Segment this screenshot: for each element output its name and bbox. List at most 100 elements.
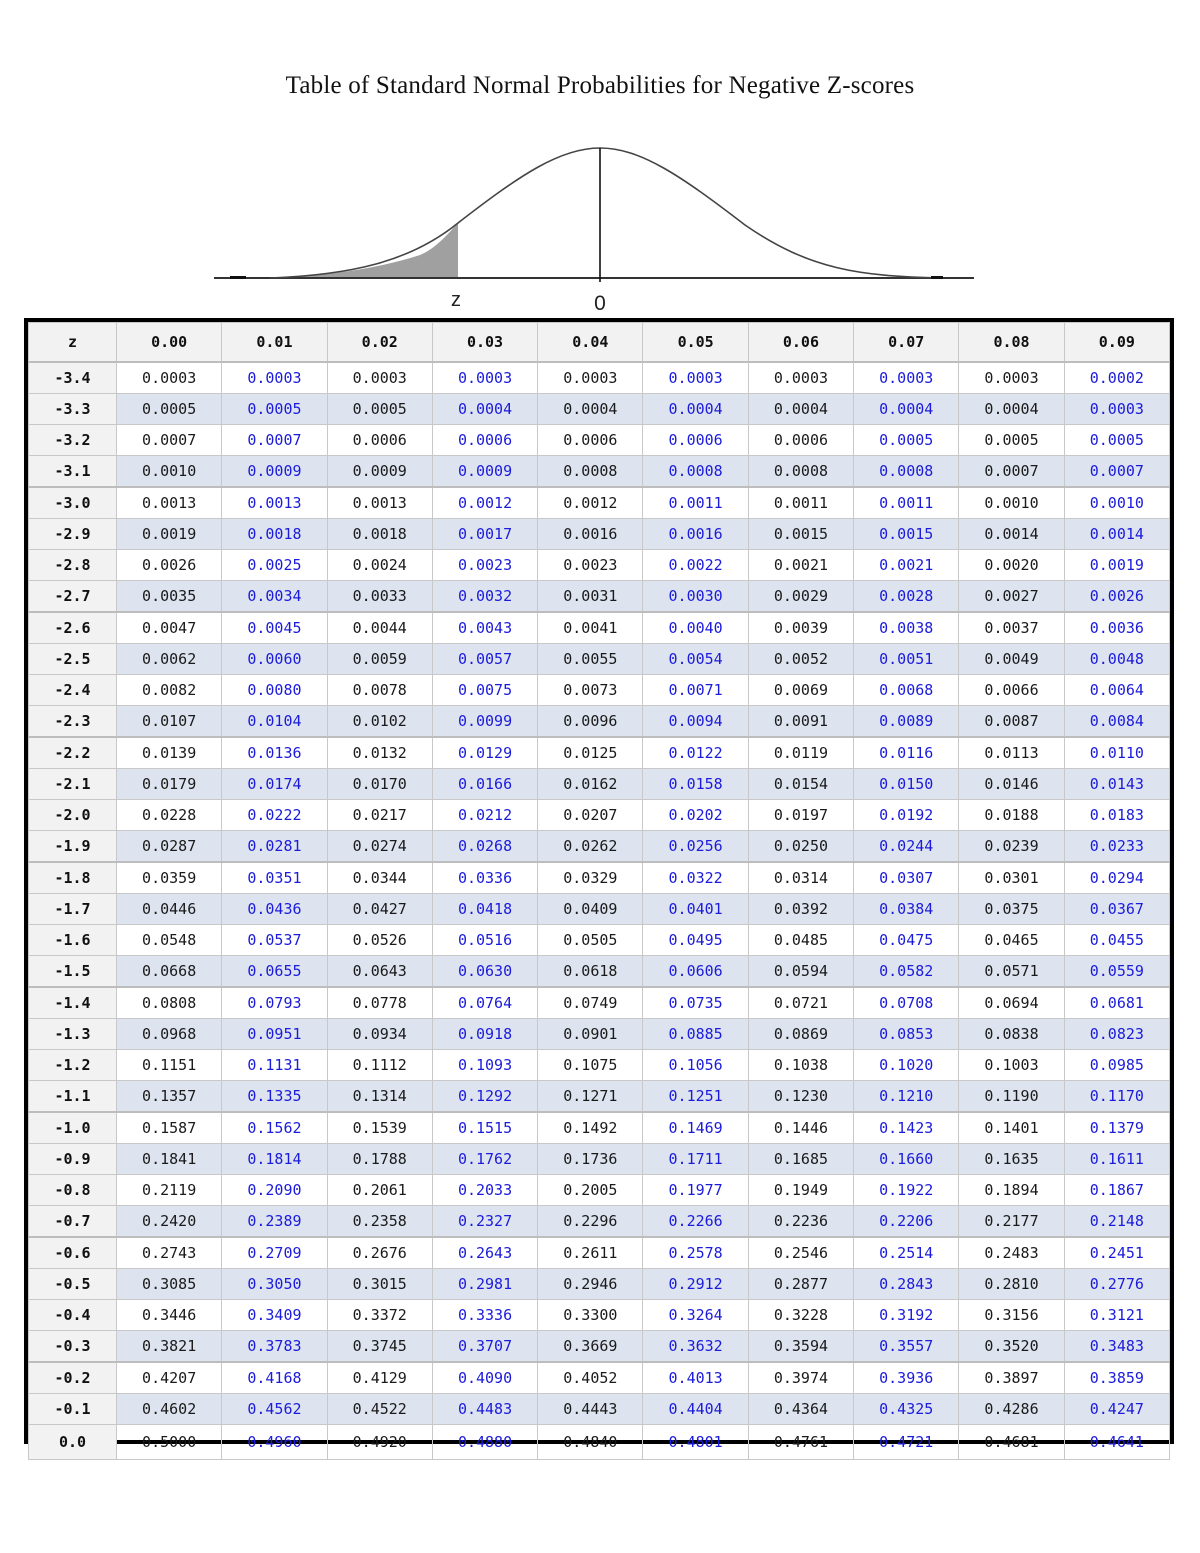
probability-cell: 0.2119 — [115, 1174, 223, 1206]
probability-cell: 0.3897 — [958, 1361, 1065, 1394]
table-header-row: z 0.00 0.01 0.02 0.03 0.04 0.05 0.06 0.0… — [28, 322, 1171, 363]
probability-cell: 0.0027 — [958, 580, 1065, 613]
probability-cell: 0.0853 — [853, 1018, 960, 1050]
column-header: 0.05 — [642, 322, 749, 363]
table-row: -1.2 0.1151 0.1131 0.1112 0.1093 0.1075 0.1056… — [28, 1049, 1171, 1081]
probability-cell: 0.2420 — [115, 1205, 223, 1238]
probability-cell: 0.0078 — [326, 674, 433, 706]
probability-cell: 0.1357 — [115, 1080, 223, 1113]
probability-cell: 0.1894 — [958, 1174, 1065, 1206]
probability-cell: 0.0668 — [115, 955, 223, 988]
probability-cell: 0.0162 — [537, 768, 644, 800]
probability-cell: 0.0136 — [221, 736, 328, 769]
probability-cell: 0.0749 — [537, 986, 644, 1019]
probability-cell: 0.3228 — [747, 1299, 855, 1331]
probability-cell: 0.3859 — [1063, 1361, 1171, 1394]
probability-cell: 0.0043 — [431, 611, 539, 644]
probability-cell: 0.0143 — [1063, 768, 1171, 800]
probability-cell: 0.0012 — [431, 486, 539, 519]
probability-cell: 0.0020 — [958, 549, 1065, 581]
probability-cell: 0.0170 — [326, 768, 433, 800]
probability-cell: 0.1251 — [642, 1080, 749, 1113]
table-row: -0.3 0.3821 0.3783 0.3745 0.3707 0.3669 0.3632… — [28, 1330, 1171, 1363]
probability-cell: 0.0003 — [1063, 393, 1171, 425]
probability-cell: 0.3264 — [642, 1299, 749, 1331]
probability-cell: 0.0028 — [853, 580, 960, 613]
probability-cell: 0.1788 — [326, 1143, 433, 1175]
probability-cell: 0.2090 — [221, 1174, 328, 1206]
probability-cell: 0.0003 — [958, 361, 1065, 394]
probability-cell: 0.0009 — [431, 455, 539, 488]
probability-cell: 0.2206 — [853, 1205, 960, 1238]
row-z-value: -3.3 — [28, 393, 117, 425]
probability-cell: 0.0307 — [853, 861, 960, 894]
probability-cell: 0.0475 — [853, 924, 960, 956]
probability-cell: 0.0102 — [326, 705, 433, 738]
probability-cell: 0.0495 — [642, 924, 749, 956]
probability-cell: 0.0934 — [326, 1018, 433, 1050]
probability-cell: 0.0010 — [115, 455, 223, 488]
probability-cell: 0.0009 — [326, 455, 433, 488]
probability-cell: 0.2546 — [747, 1236, 855, 1269]
probability-cell: 0.0359 — [115, 861, 223, 894]
probability-cell: 0.1170 — [1063, 1080, 1171, 1113]
probability-cell: 0.2946 — [537, 1268, 644, 1300]
probability-cell: 0.0026 — [1063, 580, 1171, 613]
probability-cell: 0.0060 — [221, 643, 328, 675]
probability-cell: 0.0096 — [537, 705, 644, 738]
table-body: -3.4 0.0003 0.0003 0.0003 0.0003 0.0003 0.0003… — [28, 361, 1171, 1460]
table-row: -0.6 0.2743 0.2709 0.2676 0.2643 0.2611 0.2578… — [28, 1236, 1171, 1269]
probability-cell: 0.2843 — [853, 1268, 960, 1300]
probability-cell: 0.2451 — [1063, 1236, 1171, 1269]
probability-cell: 0.0082 — [115, 674, 223, 706]
probability-cell: 0.0089 — [853, 705, 960, 738]
probability-cell: 0.0021 — [747, 549, 855, 581]
probability-cell: 0.1003 — [958, 1049, 1065, 1081]
probability-cell: 0.0022 — [642, 549, 749, 581]
probability-cell: 0.2643 — [431, 1236, 539, 1269]
table-row: -2.6 0.0047 0.0045 0.0044 0.0043 0.0041 0.0040… — [28, 611, 1171, 644]
probability-cell: 0.0017 — [431, 518, 539, 550]
probability-cell: 0.0006 — [431, 424, 539, 456]
probability-cell: 0.3936 — [853, 1361, 960, 1394]
probability-cell: 0.0250 — [747, 830, 855, 863]
probability-cell: 0.0222 — [221, 799, 328, 831]
probability-cell: 0.0003 — [115, 361, 223, 394]
probability-cell: 0.0005 — [326, 393, 433, 425]
probability-cell: 0.0885 — [642, 1018, 749, 1050]
bell-curve-line — [269, 147, 941, 279]
probability-cell: 0.0003 — [326, 361, 433, 394]
table-row: -2.4 0.0082 0.0080 0.0078 0.0075 0.0073 0.0071… — [28, 674, 1171, 706]
probability-cell: 0.0233 — [1063, 830, 1171, 863]
probability-cell: 0.2981 — [431, 1268, 539, 1300]
probability-cell: 0.1977 — [642, 1174, 749, 1206]
probability-cell: 0.4483 — [431, 1393, 539, 1425]
probability-cell: 0.0019 — [1063, 549, 1171, 581]
probability-cell: 0.0049 — [958, 643, 1065, 675]
probability-cell: 0.0011 — [642, 486, 749, 519]
probability-cell: 0.2236 — [747, 1205, 855, 1238]
probability-cell: 0.0116 — [853, 736, 960, 769]
row-z-value: -1.2 — [28, 1049, 117, 1081]
table-row: -1.5 0.0668 0.0655 0.0643 0.0630 0.0618 0.0606… — [28, 955, 1171, 988]
probability-cell: 0.3707 — [431, 1330, 539, 1363]
probability-cell: 0.0158 — [642, 768, 749, 800]
table-row: -1.6 0.0548 0.0537 0.0526 0.0516 0.0505 0.0495… — [28, 924, 1171, 956]
probability-cell: 0.0409 — [537, 893, 644, 925]
probability-cell: 0.2061 — [326, 1174, 433, 1206]
probability-cell: 0.3409 — [221, 1299, 328, 1331]
probability-cell: 0.0018 — [221, 518, 328, 550]
probability-cell: 0.0526 — [326, 924, 433, 956]
probability-cell: 0.0029 — [747, 580, 855, 613]
probability-cell: 0.0516 — [431, 924, 539, 956]
probability-cell: 0.0582 — [853, 955, 960, 988]
column-header: 0.00 — [115, 322, 223, 363]
probability-cell: 0.0007 — [958, 455, 1065, 488]
probability-cell: 0.1736 — [537, 1143, 644, 1175]
probability-cell: 0.0011 — [853, 486, 960, 519]
probability-cell: 0.4129 — [326, 1361, 433, 1394]
z-label: z — [451, 289, 461, 311]
probability-cell: 0.2148 — [1063, 1205, 1171, 1238]
probability-cell: 0.0823 — [1063, 1018, 1171, 1050]
probability-cell: 0.2709 — [221, 1236, 328, 1269]
